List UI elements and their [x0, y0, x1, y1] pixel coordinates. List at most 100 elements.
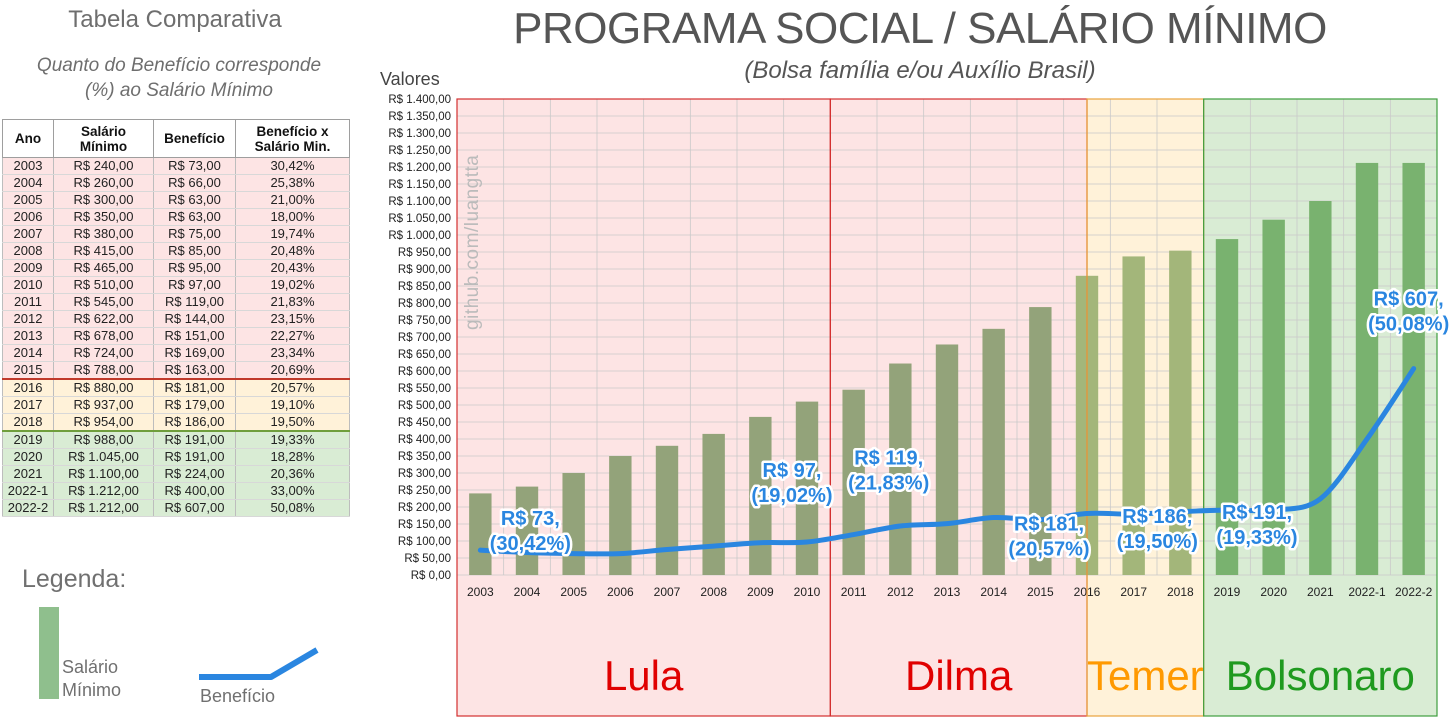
annotation-value: R$ 73,	[501, 508, 560, 530]
cell-ano: 2009	[2, 259, 54, 277]
annotation-label: R$ 191, (19,33%)	[1214, 500, 1300, 552]
cell-ano: 2010	[2, 276, 54, 294]
cell-salario: R$ 1.212,00	[53, 499, 154, 517]
y-tick-label: R$ 1.100,00	[388, 196, 451, 208]
cell-salario: R$ 545,00	[53, 293, 154, 311]
cell-ano: 2003	[2, 157, 54, 175]
cell-salario: R$ 988,00	[53, 430, 154, 449]
cell-beneficio: R$ 191,00	[153, 448, 236, 466]
cell-salario: R$ 622,00	[53, 310, 154, 328]
cell-ratio: 19,33%	[235, 430, 350, 449]
bar-salario-minimo	[1215, 239, 1239, 575]
bar-salario-minimo	[609, 456, 632, 575]
table-row: 2007 R$ 380,00 R$ 75,00 19,74%	[2, 225, 350, 243]
bar-salario-minimo	[1355, 162, 1379, 576]
line-beneficio	[477, 366, 1417, 557]
x-tick-label: 2021	[1307, 585, 1334, 599]
cell-ratio: 30,42%	[235, 157, 350, 175]
x-tick-label: 2004	[514, 585, 541, 599]
cell-ano: 2016	[2, 378, 54, 397]
y-tick-label: R$ 300,00	[398, 468, 451, 480]
cell-salario: R$ 788,00	[53, 361, 154, 380]
table-subtitle-line2: (%) ao Salário Mínimo	[85, 80, 273, 101]
bar-salario-minimo	[842, 389, 865, 575]
x-tick-label: 2022-1	[1348, 585, 1386, 599]
annotation-label: R$ 186, (19,50%)	[1114, 503, 1200, 555]
y-tick-label: R$ 800,00	[398, 298, 451, 310]
x-tick-label: 2014	[980, 585, 1007, 599]
header-salario: Salário Mínimo	[53, 119, 154, 158]
bar-salario-minimo	[469, 493, 492, 575]
era-label: Temer	[1087, 652, 1204, 699]
cell-ratio: 18,00%	[235, 208, 350, 226]
legend-line-swatch	[199, 647, 319, 680]
cell-ano: 2018	[2, 413, 54, 432]
era-label: Lula	[604, 652, 684, 699]
annotation-label: R$ 97, (19,02%)	[749, 458, 835, 510]
cell-ano: 2012	[2, 310, 54, 328]
x-tick-label: 2005	[560, 585, 587, 599]
table-row: 2006 R$ 350,00 R$ 63,00 18,00%	[2, 208, 350, 226]
y-tick-label: R$ 400,00	[398, 434, 451, 446]
bar-salario-minimo	[1262, 219, 1285, 575]
cell-beneficio: R$ 75,00	[153, 225, 236, 243]
bar-salario-minimo	[935, 344, 959, 575]
table-row: 2014 R$ 724,00 R$ 169,00 23,34%	[2, 344, 350, 362]
legend-bar-label: Salário Mínimo	[62, 656, 121, 702]
table-row: 2005 R$ 300,00 R$ 63,00 21,00%	[2, 191, 350, 209]
header-ano: Ano	[2, 119, 54, 158]
cell-salario: R$ 1.045,00	[53, 448, 154, 466]
cell-ratio: 20,69%	[235, 361, 350, 380]
cell-salario: R$ 350,00	[53, 208, 154, 226]
cell-beneficio: R$ 607,00	[153, 499, 236, 517]
cell-ano: 2017	[2, 396, 54, 414]
cell-salario: R$ 380,00	[53, 225, 154, 243]
cell-beneficio: R$ 169,00	[153, 344, 236, 362]
y-tick-label: R$ 0,00	[411, 570, 451, 582]
cell-ratio: 18,28%	[235, 448, 350, 466]
era-label: Bolsonaro	[1226, 652, 1415, 699]
cell-salario: R$ 678,00	[53, 327, 154, 345]
cell-ano: 2021	[2, 465, 54, 483]
annotation-value: R$ 181,	[1014, 513, 1084, 535]
annotation-label: R$ 181, (20,57%)	[1006, 511, 1092, 563]
y-tick-label: R$ 550,00	[398, 383, 451, 395]
table-row: 2018 R$ 954,00 R$ 186,00 19,50%	[2, 413, 350, 432]
y-tick-label: R$ 1.300,00	[388, 128, 451, 140]
cell-salario: R$ 1.212,00	[53, 482, 154, 500]
annotation-label: R$ 119, (21,83%)	[846, 445, 932, 497]
annotation-value: R$ 97,	[763, 460, 822, 482]
cell-beneficio: R$ 224,00	[153, 465, 236, 483]
cell-ano: 2020	[2, 448, 54, 466]
x-tick-label: 2013	[934, 585, 961, 599]
era-border-bolsonaro	[1203, 98, 1438, 717]
cell-salario: R$ 937,00	[53, 396, 154, 414]
y-tick-label: R$ 500,00	[398, 400, 451, 412]
y-tick-label: R$ 450,00	[398, 417, 451, 429]
table-row: 2017 R$ 937,00 R$ 179,00 19,10%	[2, 396, 350, 414]
table-subtitle: Quanto do Benefício corresponde (%) ao S…	[0, 53, 358, 103]
table-row: 2015 R$ 788,00 R$ 163,00 20,69%	[2, 361, 350, 380]
y-tick-label: R$ 950,00	[398, 247, 451, 259]
cell-ratio: 20,43%	[235, 259, 350, 277]
bar-salario-minimo	[1169, 250, 1192, 575]
x-tick-label: 2019	[1214, 585, 1241, 599]
cell-beneficio: R$ 181,00	[153, 378, 236, 397]
y-tick-label: R$ 1.400,00	[388, 94, 451, 106]
x-tick-label: 2017	[1120, 585, 1147, 599]
cell-ratio: 19,50%	[235, 413, 350, 432]
cell-ratio: 19,02%	[235, 276, 350, 294]
table-row: 2022-2 R$ 1.212,00 R$ 607,00 50,08%	[2, 499, 350, 517]
cell-beneficio: R$ 119,00	[153, 293, 236, 311]
cell-ratio: 22,27%	[235, 327, 350, 345]
cell-ratio: 19,10%	[235, 396, 350, 414]
x-tick-label: 2003	[467, 585, 494, 599]
y-tick-label: R$ 1.200,00	[388, 162, 451, 174]
table-row: 2013 R$ 678,00 R$ 151,00 22,27%	[2, 327, 350, 345]
cell-beneficio: R$ 191,00	[153, 430, 236, 449]
y-tick-label: R$ 150,00	[398, 519, 451, 531]
table-row: 2008 R$ 415,00 R$ 85,00 20,48%	[2, 242, 350, 260]
table-row: 2011 R$ 545,00 R$ 119,00 21,83%	[2, 293, 350, 311]
y-tick-label: R$ 900,00	[398, 264, 451, 276]
